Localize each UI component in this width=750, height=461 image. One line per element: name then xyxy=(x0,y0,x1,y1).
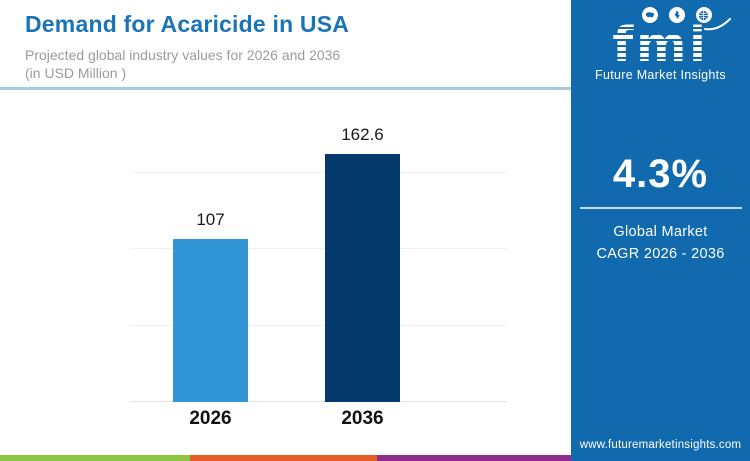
page-subtitle: Projected global industry values for 202… xyxy=(25,46,340,82)
logo-icons-row xyxy=(587,7,750,23)
bar-group-2036: 162.6 xyxy=(325,125,400,402)
stripe-purple xyxy=(377,455,571,461)
website-link[interactable]: www.futuremarketinsights.com xyxy=(579,439,742,451)
header-divider xyxy=(0,87,571,90)
fmi-logo-caption: Future Market Insights xyxy=(595,68,726,82)
globe-icon xyxy=(695,7,712,23)
gridline xyxy=(130,248,507,249)
bottom-accent-stripe xyxy=(0,455,571,461)
cagr-caption: Global Market CAGR 2026 - 2036 xyxy=(571,221,750,266)
page-subtitle-line2: (in USD Million ) xyxy=(25,65,127,81)
bar-group-2026: 107 xyxy=(173,210,248,402)
sidebar: fmi Future Market Insights 4.3% Global M… xyxy=(571,0,750,461)
cagr-divider xyxy=(579,207,742,209)
stripe-orange xyxy=(190,455,377,461)
fmi-logo-text: fmi xyxy=(571,21,750,69)
x-axis-label-2026: 2026 xyxy=(189,408,232,429)
usa-map-icon xyxy=(641,7,658,23)
cagr-caption-line1: Global Market xyxy=(613,224,708,240)
page-title: Demand for Acaricide in USA xyxy=(25,11,350,37)
landmass-map-icon xyxy=(668,7,685,23)
gridline xyxy=(130,325,507,326)
stripe-green xyxy=(0,455,190,461)
page-subtitle-line1: Projected global industry values for 202… xyxy=(25,47,341,63)
fmi-logo: fmi Future Market Insights xyxy=(571,7,750,82)
gridline xyxy=(130,172,507,173)
bar-value-label-2026: 107 xyxy=(196,210,225,229)
x-axis-label-2036: 2036 xyxy=(341,408,384,429)
x-axis-baseline xyxy=(130,401,507,402)
bar-2026 xyxy=(173,239,248,402)
cagr-caption-line2: CAGR 2026 - 2036 xyxy=(596,246,725,263)
cagr-block: 4.3% Global Market CAGR 2026 - 2036 xyxy=(571,152,750,266)
logo-swoosh-icon xyxy=(704,18,731,31)
cagr-value: 4.3% xyxy=(612,152,709,196)
bar-2036 xyxy=(325,154,400,402)
bar-value-label-2036: 162.6 xyxy=(341,125,384,144)
